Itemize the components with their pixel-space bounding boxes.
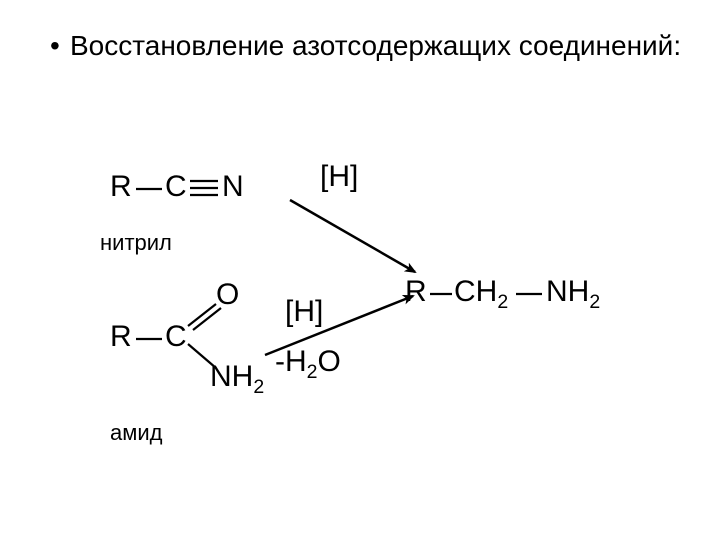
amide-NH2: NH2 bbox=[210, 360, 264, 394]
product-CH2-sub: 2 bbox=[497, 291, 508, 313]
reagent-top: [H] bbox=[320, 160, 358, 194]
product-R-CH2-bond bbox=[428, 292, 454, 296]
product-NH2-sub: 2 bbox=[589, 291, 600, 313]
product-CH2-text: CH bbox=[454, 275, 497, 308]
amide-R: R bbox=[110, 320, 132, 354]
product-NH2: NH2 bbox=[546, 275, 600, 309]
byproduct-sub: 2 bbox=[307, 361, 318, 383]
product-CH2: CH2 bbox=[454, 275, 508, 309]
byproduct: -H2O bbox=[275, 345, 341, 379]
amide-RC-bond bbox=[134, 337, 164, 341]
product-R: R bbox=[405, 275, 427, 309]
nitrile-C: C bbox=[165, 170, 187, 204]
amide-C: C bbox=[165, 320, 187, 354]
byproduct-tail: O bbox=[318, 345, 341, 378]
nitrile-label: нитрил bbox=[100, 230, 172, 256]
byproduct-head: -H bbox=[275, 345, 307, 378]
amide-N-text: NH bbox=[210, 360, 253, 393]
title-bullet: • Восстановление азотсодержащих соединен… bbox=[70, 28, 681, 63]
amide-O: O bbox=[216, 278, 239, 312]
arrow-top-icon bbox=[290, 200, 415, 272]
reagent-bottom: [H] bbox=[285, 295, 323, 329]
product-CH2-NH2-bond bbox=[514, 292, 544, 296]
amide-N-sub: 2 bbox=[253, 376, 264, 398]
nitrile-RC-bond bbox=[134, 187, 164, 191]
slide: • Восстановление азотсодержащих соединен… bbox=[0, 0, 720, 540]
reaction-arrows bbox=[0, 0, 720, 540]
title-text: Восстановление азотсодержащих соединений… bbox=[70, 30, 681, 61]
nitrile-N: N bbox=[222, 170, 244, 204]
product-NH2-text: NH bbox=[546, 275, 589, 308]
amide-label: амид bbox=[110, 420, 163, 446]
nitrile-R: R bbox=[110, 170, 132, 204]
bullet-dot: • bbox=[50, 28, 60, 63]
nitrile-triple-bond bbox=[188, 177, 220, 199]
